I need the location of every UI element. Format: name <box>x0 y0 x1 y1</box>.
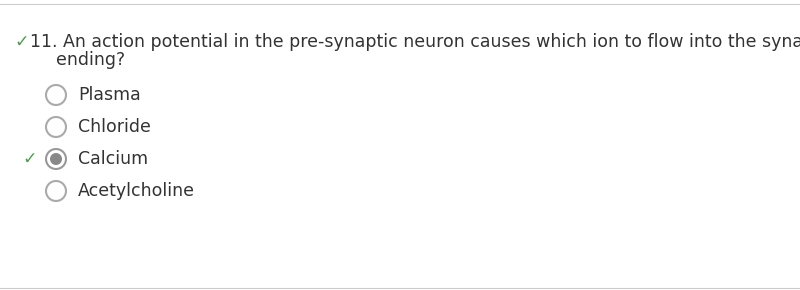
Text: Acetylcholine: Acetylcholine <box>78 182 195 200</box>
Text: ✓: ✓ <box>22 150 37 168</box>
Text: Chloride: Chloride <box>78 118 151 136</box>
Text: ending?: ending? <box>56 51 125 69</box>
Text: ✓: ✓ <box>14 33 29 51</box>
Text: Plasma: Plasma <box>78 86 141 104</box>
Text: 11. An action potential in the pre-synaptic neuron causes which ion to flow into: 11. An action potential in the pre-synap… <box>30 33 800 51</box>
Circle shape <box>50 153 62 165</box>
Text: Calcium: Calcium <box>78 150 148 168</box>
